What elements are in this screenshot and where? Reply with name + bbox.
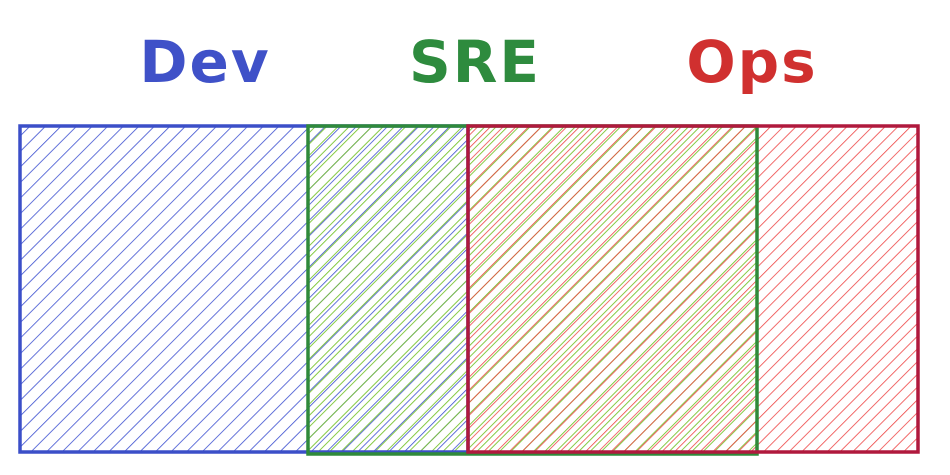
ops-box <box>468 126 918 452</box>
ops-label: Ops <box>686 28 817 96</box>
ops-hatch <box>468 126 918 452</box>
dev-label: Dev <box>139 28 270 96</box>
ops-border <box>466 124 920 454</box>
sre-label: SRE <box>409 28 541 96</box>
